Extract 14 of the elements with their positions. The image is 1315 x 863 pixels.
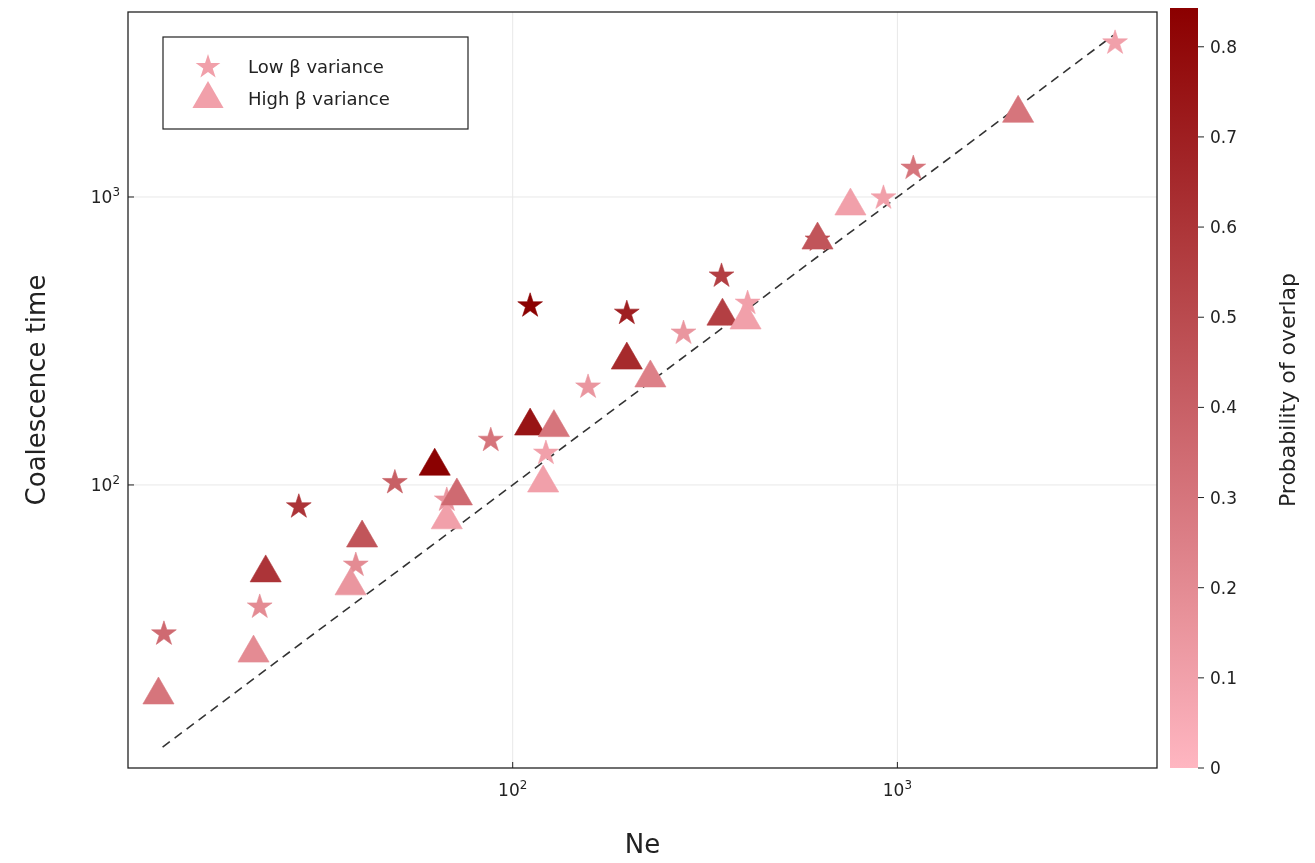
legend-label: Low β variance (248, 56, 384, 77)
color-bar-label: 0.1 (1210, 667, 1238, 688)
color-bar-label: 0.2 (1210, 577, 1238, 598)
color-bar-label: 0.8 (1210, 36, 1238, 57)
color-bar-label: 0.6 (1210, 217, 1238, 238)
legend-label: High β variance (248, 88, 390, 109)
color-bar-label: 0.3 (1210, 487, 1238, 508)
x-axis-title: Ne (624, 829, 661, 859)
color-bar-title: Probability of overlap (1275, 272, 1300, 508)
color-bar-label: 0.4 (1210, 397, 1238, 418)
color-bar-label: 0.7 (1210, 126, 1238, 147)
color-bar-label: 0.5 (1210, 307, 1238, 328)
color-bar-label: 0 (1210, 758, 1221, 778)
y-axis-title: Coalescence time (21, 274, 51, 506)
